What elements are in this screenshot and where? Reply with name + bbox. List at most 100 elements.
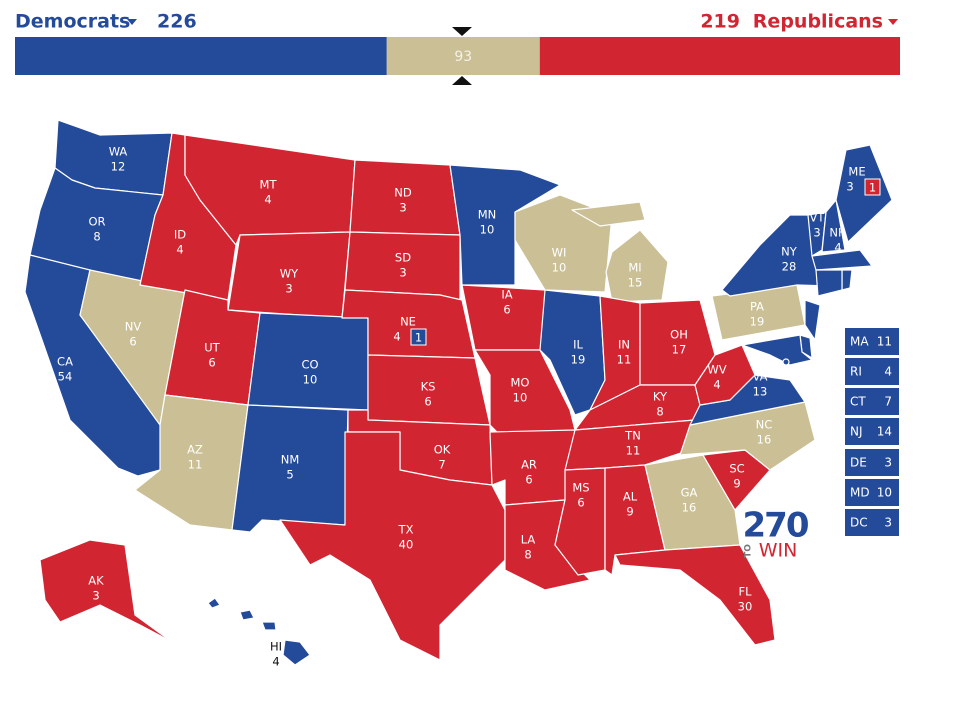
- logo-number: 270: [743, 506, 809, 546]
- state-shape: [571, 201, 646, 227]
- box-bg: [845, 418, 899, 445]
- state-abbr: VT: [810, 211, 826, 225]
- small-state-box[interactable]: NJ 14: [845, 418, 899, 445]
- state: OR8: [29, 167, 164, 286]
- small-state-box[interactable]: MA 11: [845, 328, 899, 355]
- state-votes: 3: [285, 282, 292, 296]
- state: SD3: [344, 231, 461, 301]
- state-votes: 30: [738, 600, 753, 614]
- state-abbr: ND: [394, 186, 412, 200]
- state-shape: [279, 431, 506, 661]
- state-abbr: CA: [57, 355, 73, 369]
- state-shape: [39, 539, 173, 643]
- small-state-box[interactable]: CT 7: [845, 388, 899, 415]
- state-abbr: AZ: [187, 443, 203, 457]
- box-abbr: MA: [850, 335, 869, 349]
- state-votes: 6: [503, 303, 510, 317]
- split-votes: 1: [869, 181, 876, 195]
- state-abbr: WY: [280, 267, 299, 281]
- state: ME3 1: [835, 144, 893, 243]
- state-votes: 10: [513, 391, 528, 405]
- state-abbr: AL: [623, 490, 638, 504]
- state-votes: 6: [129, 335, 136, 349]
- state-votes: 7: [438, 458, 445, 472]
- state-abbr: KS: [421, 380, 436, 394]
- state-votes: 10: [480, 223, 495, 237]
- state-abbr: NV: [125, 320, 142, 334]
- state-abbr: CO: [301, 358, 318, 372]
- state-votes: 3: [399, 201, 406, 215]
- box-votes: 7: [884, 395, 892, 409]
- small-state-box[interactable]: DE 3: [845, 449, 899, 476]
- state-votes: 5: [286, 468, 293, 482]
- state-votes: 17: [672, 343, 687, 357]
- state-votes: 9: [626, 505, 633, 519]
- dem-label[interactable]: Democrats: [15, 11, 130, 33]
- state: ND3: [349, 159, 461, 236]
- state-shape: [804, 299, 821, 341]
- state-shape: [811, 249, 873, 271]
- box-votes: 4: [884, 365, 892, 379]
- state-votes: 15: [628, 276, 643, 290]
- box-bg: [845, 509, 899, 536]
- state-votes: 6: [424, 395, 431, 409]
- state-shape: [282, 639, 311, 666]
- state-shape: [207, 597, 221, 609]
- box-abbr: DE: [850, 456, 867, 470]
- state-shape: [835, 144, 893, 243]
- dropdown-caret[interactable]: [127, 19, 137, 25]
- state: AR6: [489, 429, 576, 506]
- box-abbr: MD: [850, 486, 870, 500]
- state-votes: 4: [834, 241, 841, 255]
- box-votes: 3: [884, 456, 892, 470]
- state-abbr: IA: [501, 288, 512, 302]
- state-votes: 4: [176, 243, 183, 257]
- state: [811, 249, 873, 271]
- state-abbr: AK: [88, 574, 104, 588]
- state-votes: 8: [93, 230, 100, 244]
- state-abbr: HI: [270, 640, 282, 654]
- state: WY3: [227, 231, 351, 319]
- state-abbr: NY: [781, 245, 798, 259]
- state-votes: 19: [571, 353, 586, 367]
- dropdown-caret[interactable]: [888, 19, 898, 25]
- small-state-box[interactable]: RI 4: [845, 358, 899, 385]
- state-votes: 6: [525, 473, 532, 487]
- box-votes: 14: [877, 425, 892, 439]
- state-shape: [239, 609, 255, 621]
- state-abbr: WI: [552, 246, 567, 260]
- small-state-box[interactable]: DC 3: [845, 509, 899, 536]
- state-abbr: OR: [88, 215, 105, 229]
- state-votes: 54: [58, 370, 73, 384]
- state-abbr: AR: [521, 458, 537, 472]
- box-bg: [845, 328, 899, 355]
- state-abbr: NM: [281, 453, 300, 467]
- state-abbr: WV: [707, 363, 726, 377]
- state: [841, 269, 853, 291]
- state-votes: 3: [399, 266, 406, 280]
- header: Democrats 226 219 Republicans 93: [15, 11, 900, 85]
- state-abbr: SC: [729, 462, 744, 476]
- state: NE4 1: [341, 289, 476, 359]
- small-state-box[interactable]: MD 10: [845, 479, 899, 506]
- state-votes: 9: [733, 477, 740, 491]
- state-votes: 11: [617, 353, 632, 367]
- state-votes: 4: [713, 378, 720, 392]
- rep-label[interactable]: Republicans: [753, 11, 883, 33]
- state: LA8: [504, 499, 591, 591]
- state: [804, 299, 821, 341]
- state-votes: 8: [656, 405, 663, 419]
- box-abbr: RI: [850, 365, 862, 379]
- box-abbr: NJ: [850, 425, 863, 439]
- state-votes: 28: [782, 260, 797, 274]
- state-votes: 11: [188, 458, 203, 472]
- state-abbr: GA: [681, 486, 698, 500]
- state-abbr: MT: [260, 178, 278, 192]
- state: NH4: [821, 199, 847, 255]
- logo-win: WIN: [759, 540, 798, 562]
